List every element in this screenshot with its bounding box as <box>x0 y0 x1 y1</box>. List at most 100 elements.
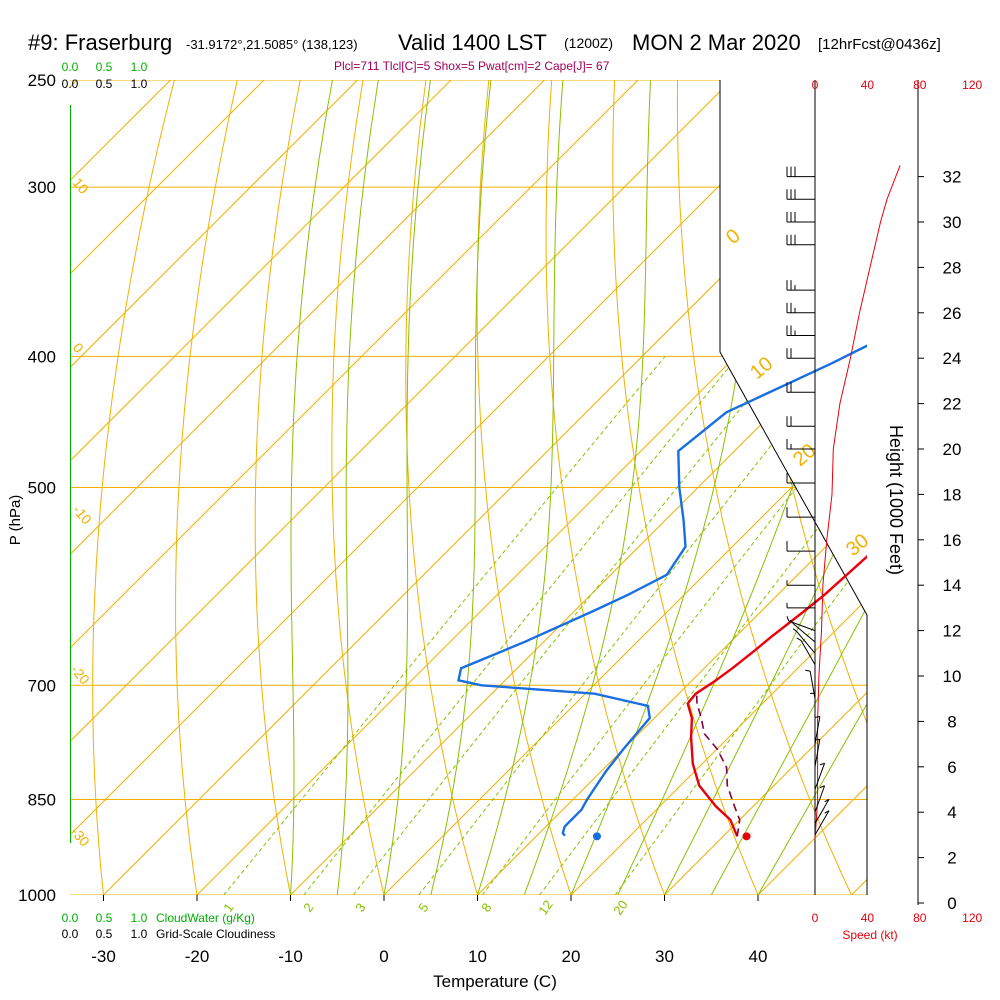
dry-adiabat <box>254 80 306 895</box>
pressure-tick-label: 700 <box>28 676 56 695</box>
mixing-ratio-line <box>418 355 843 895</box>
speed-axis-label: Speed (kt) <box>842 928 897 942</box>
wind-barb <box>786 416 815 427</box>
dry-adiabat-label: 0 <box>722 225 745 249</box>
cloudwater-label: CloudWater (g/Kg) <box>156 911 255 925</box>
wind-barb <box>814 738 821 767</box>
wind-barb <box>786 439 815 450</box>
station-coords: -31.9172°,21.5085° (138,123) <box>186 37 358 52</box>
moist-adiabat <box>336 80 379 895</box>
wind-barb <box>786 212 815 223</box>
wind-barb <box>805 669 816 699</box>
wind-barb <box>786 473 815 484</box>
mixing-ratio-line <box>614 355 867 895</box>
wind-barb <box>786 602 815 609</box>
height-axis-label: Height (1000 Feet) <box>886 425 906 575</box>
wind-barb <box>796 637 816 665</box>
height-tick-label: 28 <box>943 258 962 277</box>
barb-staff <box>814 739 821 767</box>
height-tick-label: 14 <box>943 576 962 595</box>
height-tick-label: 24 <box>943 349 962 368</box>
wind-barb <box>814 785 826 813</box>
surface-dewpoint-dot <box>592 832 601 841</box>
barb-staff <box>814 810 830 836</box>
height-tick-label: 8 <box>947 712 956 731</box>
cloudwater-bottom-tick: 1.0 <box>131 911 148 925</box>
wind-barb <box>814 762 826 790</box>
barb-flag <box>789 619 794 625</box>
barb-staff <box>814 763 826 790</box>
isotherm-label: -20 <box>68 662 93 688</box>
mixing-ratio-label: 8 <box>478 900 494 915</box>
wind-barb <box>786 382 815 393</box>
barb-flag <box>814 716 820 718</box>
barb-flag <box>792 628 798 633</box>
dry-adiabat <box>175 80 244 895</box>
moist-adiabat <box>523 80 651 895</box>
wind-barb <box>789 619 816 643</box>
wind-barb <box>792 628 816 654</box>
cloudwater-bottom-tick: 0.0 <box>62 911 79 925</box>
barb-flag <box>824 810 830 814</box>
barb-staff <box>809 671 816 699</box>
barb-staff <box>814 785 826 813</box>
isotherm <box>196 80 867 895</box>
station-title: #9: Fraserburg <box>28 30 172 55</box>
barb-flag <box>796 637 802 641</box>
height-tick-label: 6 <box>947 758 956 777</box>
zulu-time: (1200Z) <box>564 35 613 51</box>
wind-barb <box>786 325 815 336</box>
wind-barb <box>786 348 815 359</box>
isotherm <box>70 80 452 895</box>
barb-flag <box>819 762 825 766</box>
mixing-ratio-label: 3 <box>352 900 368 915</box>
isotherm <box>477 80 867 895</box>
mixing-ratio-label: 20 <box>610 897 631 917</box>
barb-flag <box>805 669 811 672</box>
cloudiness-bottom-tick: 0.5 <box>96 927 113 941</box>
x-tick-label: -30 <box>91 947 116 966</box>
parcel-line <box>695 694 741 837</box>
mixing-ratio-line <box>481 355 867 895</box>
dry-adiabat-label: 10 <box>746 353 777 384</box>
cloudiness-bottom-tick: 0.0 <box>62 927 79 941</box>
barb-staff <box>814 799 830 824</box>
cloudiness-top-tick: 1.0 <box>131 77 148 91</box>
isotherm <box>70 80 545 895</box>
isotherm <box>70 80 732 895</box>
speed-top-tick: 120 <box>962 78 982 92</box>
barb-flag <box>824 798 830 803</box>
cloudiness-top-tick: 0.5 <box>96 77 113 91</box>
x-tick-label: 10 <box>468 947 487 966</box>
wind-barb <box>786 280 815 291</box>
dewpoint-line <box>457 344 867 837</box>
isotherm <box>70 80 639 895</box>
x-tick-label: 20 <box>562 947 581 966</box>
x-tick-label: 40 <box>749 947 768 966</box>
height-tick-label: 10 <box>943 667 962 686</box>
wind-speed-line <box>814 165 901 840</box>
moist-adiabat <box>383 80 431 895</box>
dry-adiabat <box>676 80 866 895</box>
mixing-ratio-line <box>303 355 739 895</box>
x-tick-label: 30 <box>655 947 674 966</box>
dry-adiabat <box>476 80 582 895</box>
moist-adiabat <box>290 80 333 895</box>
height-tick-label: 22 <box>943 395 962 414</box>
barb-staff <box>793 623 816 643</box>
speed-bottom-tick: 80 <box>913 911 927 925</box>
wind-barb <box>786 166 815 178</box>
wind-barb <box>786 541 815 552</box>
wind-barb <box>786 507 815 518</box>
cloudwater-bottom-tick: 0.5 <box>96 911 113 925</box>
cloudwater-top-tick: 0.5 <box>96 60 113 74</box>
barb-flag <box>814 738 820 741</box>
height-tick-label: 0 <box>947 894 956 913</box>
cloudwater-top-tick: 0.0 <box>62 60 79 74</box>
x-tick-label: 0 <box>379 947 388 966</box>
speed-top-tick: 80 <box>913 78 927 92</box>
height-tick-label: 20 <box>943 440 962 459</box>
